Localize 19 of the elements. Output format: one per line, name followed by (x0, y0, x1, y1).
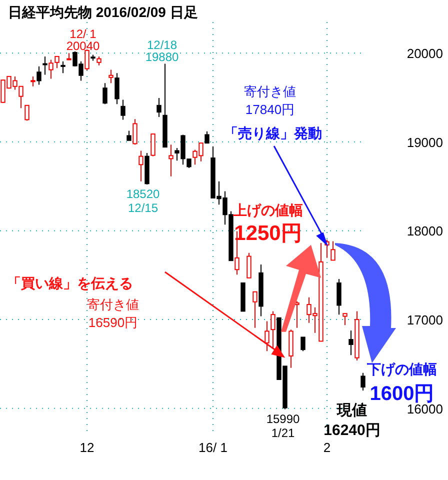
annotation: 15990 1/21 (266, 412, 300, 440)
annotation: 現値 16240円 (324, 402, 380, 439)
x-tick-label: 16/ 1 (198, 440, 228, 455)
annotation: 12/ 1 20040 (66, 27, 100, 53)
y-tick-label: 19000 (406, 134, 443, 150)
x-tick-label: 12 (80, 440, 94, 455)
annotation: 「買い線」を伝える (7, 275, 133, 291)
annotation: 上げの値幅 1250円 (232, 202, 303, 245)
text: 下げの値幅 1600円 (366, 361, 437, 405)
annotation: 18520 12/15 (126, 187, 160, 215)
y-tick-label: 17000 (406, 312, 443, 328)
chart-title: 日経平均先物 2016/02/09 日足 (8, 4, 198, 20)
annotation: 寄付き値 17840円 (244, 84, 296, 117)
y-tick-label: 20000 (406, 46, 443, 62)
y-tick-label: 18000 (406, 224, 443, 239)
annotation: 「売り線」発動 (224, 125, 322, 141)
x-tick-label: 2 (323, 440, 331, 455)
annotation: 寄付き値 16590円 (87, 297, 139, 330)
annotation: 12/18 19880 (145, 38, 180, 64)
